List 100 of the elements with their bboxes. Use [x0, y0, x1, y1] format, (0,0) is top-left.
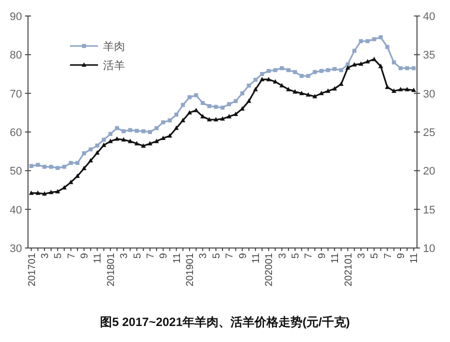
point	[180, 102, 185, 107]
x-tick-label: 3	[119, 252, 130, 259]
point	[253, 78, 258, 82]
y-tick-label: 50	[10, 166, 22, 178]
point	[358, 61, 364, 66]
x-tick-label: 7	[224, 252, 236, 259]
x-tick-label: 9	[158, 252, 170, 259]
point	[108, 132, 112, 136]
point	[180, 118, 186, 122]
legend-label: 活羊	[103, 60, 125, 72]
point	[260, 72, 264, 76]
point	[227, 102, 232, 106]
point	[326, 88, 330, 93]
point	[246, 84, 251, 88]
y2-tick-label: 30	[423, 88, 436, 100]
point	[141, 129, 146, 134]
point	[358, 39, 363, 44]
point	[378, 64, 384, 68]
point	[29, 164, 34, 168]
point	[220, 116, 225, 121]
x-tick-label: 9	[80, 252, 91, 259]
y2-tick-label: 35	[423, 50, 436, 62]
point	[82, 166, 86, 170]
x-tick-label: 5	[370, 252, 381, 259]
point	[412, 66, 416, 70]
x-tick-label: 201701	[26, 252, 38, 286]
point	[352, 48, 356, 53]
point	[234, 99, 238, 104]
point	[36, 162, 40, 167]
point	[312, 70, 317, 74]
point	[378, 35, 383, 40]
point	[306, 74, 310, 78]
point	[292, 89, 298, 94]
point	[326, 68, 330, 72]
point	[398, 86, 403, 92]
point	[332, 86, 337, 90]
x-tick-label: 11	[92, 252, 104, 264]
point	[55, 188, 60, 194]
point	[385, 44, 390, 49]
point	[174, 126, 179, 130]
point	[148, 130, 152, 134]
point	[122, 129, 126, 134]
x-tick-label: 5	[290, 252, 302, 259]
point	[214, 117, 218, 122]
point	[128, 128, 132, 132]
point	[207, 104, 212, 108]
point	[28, 190, 34, 195]
point	[220, 106, 224, 110]
point	[56, 166, 60, 170]
point	[35, 190, 40, 195]
point	[332, 66, 337, 71]
y-tick-label: 70	[10, 88, 22, 100]
legend-label: 羊肉	[103, 41, 125, 53]
point	[312, 94, 318, 98]
point	[286, 86, 291, 92]
caption: 图5 2017~2021年羊肉、活羊价格走势(元/千克)	[100, 315, 350, 329]
point	[405, 66, 410, 70]
point	[148, 141, 152, 146]
x-tick-label: 11	[409, 252, 420, 264]
point	[134, 128, 139, 133]
point	[154, 138, 159, 144]
x-tick-label: 3	[198, 252, 210, 259]
point	[280, 66, 284, 70]
point	[266, 68, 271, 73]
point	[392, 88, 396, 93]
point	[82, 151, 86, 156]
point	[319, 90, 324, 96]
point	[299, 90, 304, 96]
point	[206, 117, 212, 122]
x-tick-label: 9	[316, 252, 328, 259]
x-tick-label: 5	[132, 252, 144, 259]
point	[194, 93, 198, 98]
y2-tick-label: 20	[423, 166, 436, 178]
point	[194, 108, 199, 112]
x-tick-label: 3	[277, 252, 288, 259]
x-tick-label: 9	[396, 252, 408, 259]
point	[134, 141, 140, 146]
y-tick-label: 30	[10, 243, 22, 255]
y2-tick-label: 10	[423, 243, 436, 255]
point	[161, 120, 166, 124]
point	[128, 138, 133, 144]
point	[49, 164, 54, 169]
x-tick-label: 3	[356, 252, 368, 259]
point	[115, 126, 120, 130]
x-tick-label: 5	[53, 252, 64, 259]
point	[102, 138, 106, 142]
point	[319, 68, 324, 73]
point	[188, 95, 192, 100]
point	[286, 68, 290, 72]
point	[365, 59, 370, 64]
point	[42, 191, 47, 196]
point	[88, 147, 93, 152]
point	[366, 39, 370, 44]
x-tick-label: 7	[304, 252, 315, 259]
point	[75, 160, 80, 165]
point	[62, 164, 66, 169]
y2-tick-label: 15	[423, 204, 436, 216]
x-tick-label: 11	[172, 252, 183, 264]
x-tick-label: 7	[382, 252, 394, 259]
point	[345, 65, 350, 70]
